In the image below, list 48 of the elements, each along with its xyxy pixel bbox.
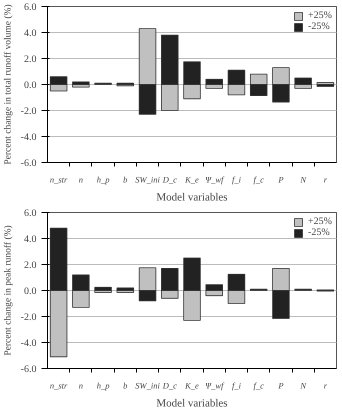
x-tick-label: n_str xyxy=(50,174,68,184)
x-tick-label: f_i xyxy=(232,174,242,184)
y-tick-label: 2.0 xyxy=(24,260,36,271)
x-tick-label: r xyxy=(324,380,328,390)
x-tick-label: K_e xyxy=(184,174,200,184)
y-tick-label: -6.0 xyxy=(20,364,37,375)
x-tick-label: r xyxy=(324,174,328,184)
legend-label: -25% xyxy=(308,227,330,238)
y-tick-label: 4.0 xyxy=(24,28,36,39)
y-tick-label: 4.0 xyxy=(24,234,36,245)
legend-label: +25% xyxy=(308,10,332,21)
x-tick-label: f_c xyxy=(254,174,264,184)
y-axis-title: Percent change in peak runoff (%) xyxy=(4,225,14,356)
x-tick-label: P xyxy=(277,174,284,184)
x-tick-label: n xyxy=(78,174,83,184)
x-tick-label: b xyxy=(123,380,128,390)
y-tick-label: -4.0 xyxy=(20,338,37,349)
y-tick-label: 0.0 xyxy=(24,80,36,91)
x-tick-label: SW_ini xyxy=(135,380,160,390)
y-axis-title: Percent change in total runoff volume (%) xyxy=(4,4,14,165)
y-tick-label: 6.0 xyxy=(24,2,36,13)
y-tick-label: 6.0 xyxy=(24,208,36,219)
x-tick-label: N xyxy=(299,174,308,184)
x-tick-label: Ψ_wf xyxy=(205,380,225,390)
y-tick-label: 2.0 xyxy=(24,54,36,65)
x-tick-label: n_str xyxy=(50,380,68,390)
x-tick-label: P xyxy=(277,380,284,390)
x-tick-label: h_p xyxy=(96,174,110,184)
y-tick-label: -4.0 xyxy=(20,132,37,143)
y-tick-label: -2.0 xyxy=(20,106,37,117)
x-tick-label: Ψ_wf xyxy=(205,174,225,184)
x-tick-label: N xyxy=(299,380,308,390)
x-tick-label: h_p xyxy=(96,380,110,390)
x-tick-label: f_i xyxy=(232,380,242,390)
x-tick-label: D_c xyxy=(162,380,178,390)
y-tick-label: 0.0 xyxy=(24,286,36,297)
x-tick-label: SW_ini xyxy=(135,174,160,184)
x-tick-label: D_c xyxy=(162,174,178,184)
x-tick-label: f_c xyxy=(254,380,264,390)
x-axis-title: Model variables xyxy=(156,398,228,410)
y-tick-label: -6.0 xyxy=(20,158,37,169)
y-tick-label: -2.0 xyxy=(20,312,37,323)
x-tick-label: b xyxy=(123,174,128,184)
x-tick-label: n xyxy=(78,380,83,390)
legend-label: -25% xyxy=(308,21,330,32)
legend-label: +25% xyxy=(308,216,332,227)
x-axis-title: Model variables xyxy=(156,192,228,204)
x-tick-label: K_e xyxy=(184,380,200,390)
